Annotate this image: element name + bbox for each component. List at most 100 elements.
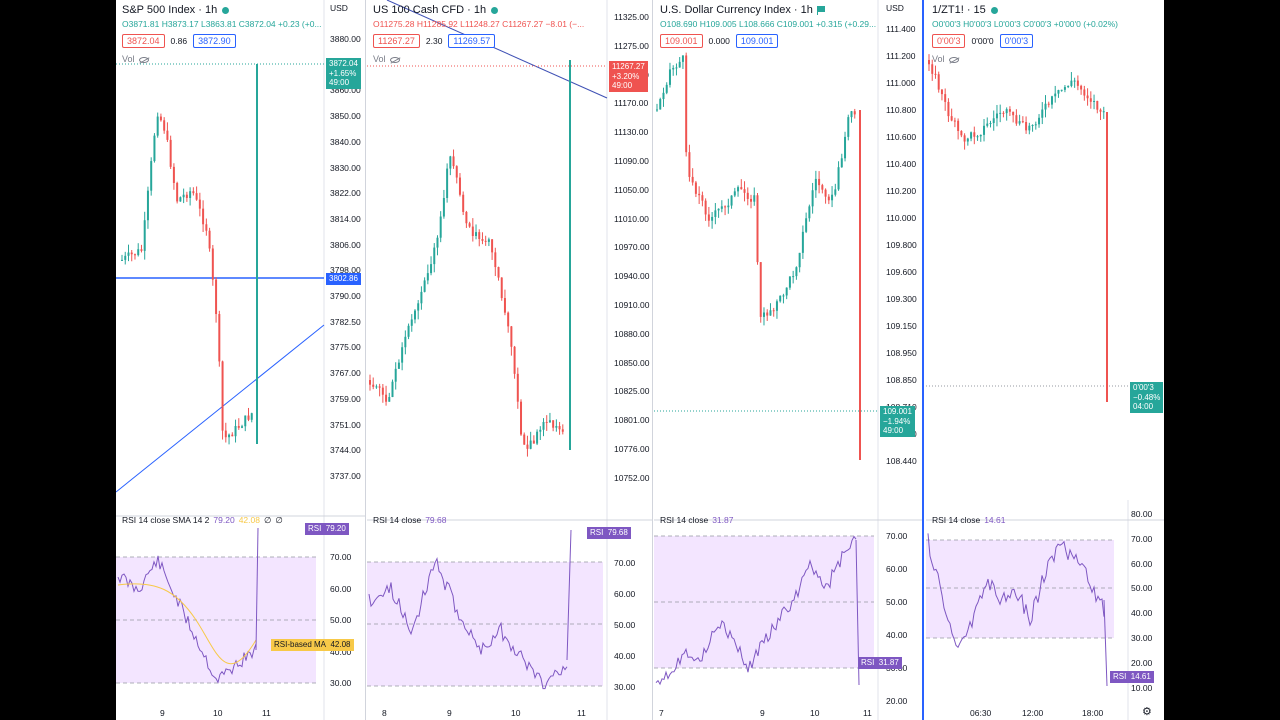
price-axis-label: 110.400 (886, 159, 917, 169)
chart-panel-spx[interactable]: S&P 500 Index · 1h O3871.81 H3873.17 L38… (116, 0, 366, 720)
currency-label: USD (886, 3, 904, 13)
chart-panel-zt[interactable]: 1/ZT1! · 15 O0'00'3 H0'00'3 L0'00'3 C0'0… (926, 0, 1164, 720)
rsi-tag-label: RSI (1113, 672, 1127, 681)
chart-panel-nas100[interactable]: US 100 Cash CFD · 1h O11275.28 H11285.92… (367, 0, 653, 720)
candle-body (1005, 109, 1008, 114)
candle-body (426, 273, 429, 281)
candle-body (244, 415, 247, 427)
candle-body (231, 434, 234, 437)
candle-body (685, 55, 688, 153)
sell-button[interactable]: 109.001 (660, 34, 703, 48)
eye-icon[interactable] (389, 56, 400, 63)
price-axis-label: 3806.00 (330, 239, 361, 250)
eye-icon[interactable] (948, 56, 959, 63)
symbol-title[interactable]: 1/ZT1! · 15 (932, 4, 998, 16)
price-axis-label: 10850.00 (614, 357, 650, 368)
candle-body (795, 267, 798, 277)
rsi-axis-label: 40.00 (614, 651, 636, 661)
candle-body (1067, 85, 1070, 88)
candle-body (931, 64, 934, 74)
candle-body (727, 205, 730, 208)
high-value: H0'00'3 (963, 19, 992, 29)
time-label: 9 (760, 708, 765, 718)
open-value: O3871.81 (122, 19, 160, 29)
rsi-label: RSI 14 close (932, 515, 981, 525)
candle-body (1021, 121, 1024, 123)
candle-body (821, 185, 824, 190)
candle-body (1025, 122, 1028, 131)
volume-legend[interactable]: Vol (932, 54, 959, 64)
rsi-value: 79.20 (213, 515, 235, 525)
low-value: L0'00'3 (993, 19, 1021, 29)
rsi-tag-label: RSI (308, 524, 322, 533)
chart-canvas-nas100[interactable] (367, 0, 653, 720)
sell-button[interactable]: 0'00'3 (932, 34, 966, 48)
candle-body (966, 138, 969, 142)
change-value: −8.01 (−... (545, 19, 585, 29)
sell-button[interactable]: 3872.04 (122, 34, 165, 48)
symbol-title[interactable]: U.S. Dollar Currency Index · 1h (660, 4, 825, 16)
candle-body (947, 101, 950, 117)
price-axis-label: 10752.00 (614, 472, 650, 483)
chart-canvas-zt[interactable] (926, 0, 1164, 720)
buy-button[interactable]: 3872.90 (193, 34, 236, 48)
candle-body (385, 394, 388, 402)
eye-icon[interactable] (138, 56, 149, 63)
price-axis-label: 3840.00 (330, 136, 361, 147)
chart-canvas-dxy[interactable] (654, 0, 924, 720)
candle-body (1047, 103, 1050, 105)
price-axis-label: 3860.00 (330, 85, 361, 96)
candle-body (720, 206, 723, 209)
gear-icon[interactable]: ⚙ (1142, 706, 1152, 718)
candle-body (792, 276, 795, 278)
candle-body (150, 161, 153, 191)
candle-body (179, 197, 182, 202)
candle-body (449, 156, 452, 169)
candle-body (970, 132, 973, 139)
candle-body (417, 303, 420, 311)
candle-body (976, 136, 979, 138)
volume-legend[interactable]: Vol (373, 54, 400, 64)
rsi-na-1: ∅ (263, 515, 272, 525)
volume-label: Vol (122, 54, 135, 64)
ma-tag-value: 42.08 (330, 640, 351, 649)
candle-body (659, 99, 662, 110)
candle-body (561, 429, 564, 432)
rsi-legend[interactable]: RSI 14 close 79.68 (373, 515, 446, 525)
price-axis-label: 3850.00 (330, 111, 361, 122)
rsi-legend[interactable]: RSI 14 close 14.61 (932, 515, 1005, 525)
candle-body (394, 368, 397, 382)
candle-body (455, 166, 458, 178)
candle-body (372, 384, 375, 387)
candle-body (182, 194, 185, 198)
tag-countdown: 04:00 (1133, 402, 1154, 412)
rsi-legend[interactable]: RSI 14 close SMA 14 2 79.20 42.08 ∅ ∅ (122, 515, 283, 526)
buy-button[interactable]: 109.001 (735, 34, 779, 48)
symbol-title[interactable]: US 100 Cash CFD · 1h (373, 4, 499, 16)
rsi-axis-label: 70.00 (330, 552, 352, 562)
chart-canvas-spx[interactable] (116, 0, 366, 720)
buy-sell-boxes: 11267.27 2.30 11269.57 (373, 34, 496, 48)
sell-button[interactable]: 11267.27 (373, 34, 420, 48)
buy-button[interactable]: 0'00'3 (999, 34, 1034, 48)
candle-body (156, 116, 159, 136)
buy-button[interactable]: 11269.57 (448, 34, 496, 48)
candle-body (458, 177, 461, 195)
rsi-axis-label: 60.00 (330, 583, 352, 594)
price-axis-label: 108.850 (886, 375, 917, 385)
chart-panel-dxy[interactable]: U.S. Dollar Currency Index · 1h O108.690… (654, 0, 924, 720)
rsi-legend[interactable]: RSI 14 close 31.87 (660, 515, 733, 525)
candle-body (381, 387, 384, 395)
candle-body (831, 194, 834, 201)
symbol-title[interactable]: S&P 500 Index · 1h (122, 4, 230, 16)
close-value: C109.001 (776, 19, 814, 29)
change-value: +0'00'0 (+0.02%) (1053, 19, 1118, 29)
price-axis-label: 11010.00 (614, 213, 649, 224)
rsi-tag-value: 31.87 (878, 658, 899, 667)
candle-body (487, 239, 490, 242)
rsi-band (926, 540, 1114, 638)
candle-body (963, 135, 966, 142)
volume-legend[interactable]: Vol (122, 54, 149, 64)
candle-body (818, 178, 821, 186)
candle-body (510, 326, 513, 347)
